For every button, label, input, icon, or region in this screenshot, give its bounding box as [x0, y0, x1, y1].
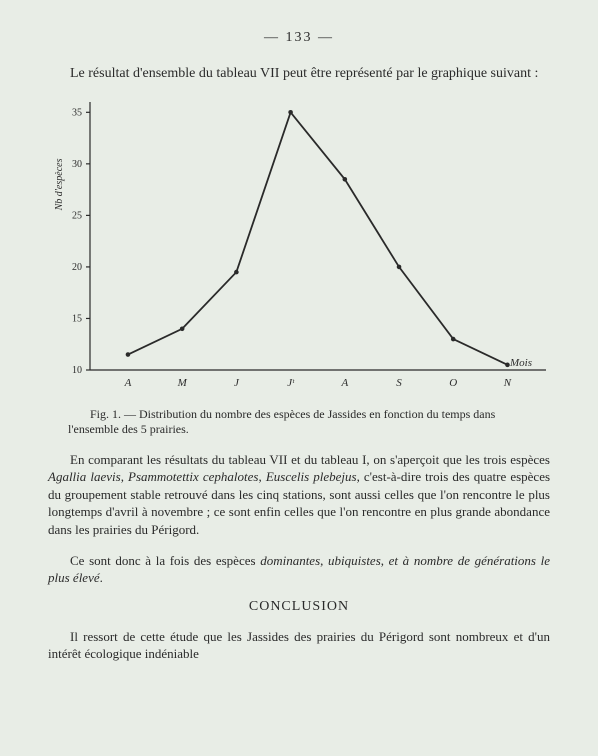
svg-text:35: 35	[72, 107, 82, 118]
svg-text:Mois: Mois	[509, 357, 532, 369]
conclusion-paragraph: Il ressort de cette étude que les Jassid…	[48, 628, 550, 663]
svg-text:20: 20	[72, 262, 82, 273]
svg-text:25: 25	[72, 210, 82, 221]
body-paragraph-2: Ce sont donc à la fois des espèces domin…	[48, 552, 550, 587]
svg-text:A: A	[340, 377, 348, 389]
svg-text:O: O	[449, 377, 457, 389]
svg-text:10: 10	[72, 365, 82, 376]
body-paragraph-1: En comparant les résultats du tableau VI…	[48, 451, 550, 539]
svg-text:Nb d'espèces: Nb d'espèces	[54, 158, 65, 211]
svg-text:A: A	[124, 377, 132, 389]
svg-text:N: N	[503, 377, 512, 389]
conclusion-heading: CONCLUSION	[48, 599, 550, 615]
svg-text:15: 15	[72, 313, 82, 324]
svg-text:M: M	[177, 377, 188, 389]
svg-text:J: J	[234, 377, 240, 389]
caption-text: Fig. 1. — Distribution du nombre des esp…	[68, 407, 530, 438]
intro-paragraph: Le résultat d'ensemble du tableau VII pe…	[48, 64, 550, 84]
svg-text:S: S	[396, 377, 402, 389]
species-distribution-chart: 10 15 20 25 30 35 Nb d'espèces A M J Jᵗ A S O N Mois	[48, 96, 550, 401]
svg-text:30: 30	[72, 158, 82, 169]
svg-text:Jᵗ: Jᵗ	[287, 377, 295, 389]
page-number: — 133 —	[48, 30, 550, 46]
figure-caption: Fig. 1. — Distribution du nombre des esp…	[68, 407, 530, 438]
